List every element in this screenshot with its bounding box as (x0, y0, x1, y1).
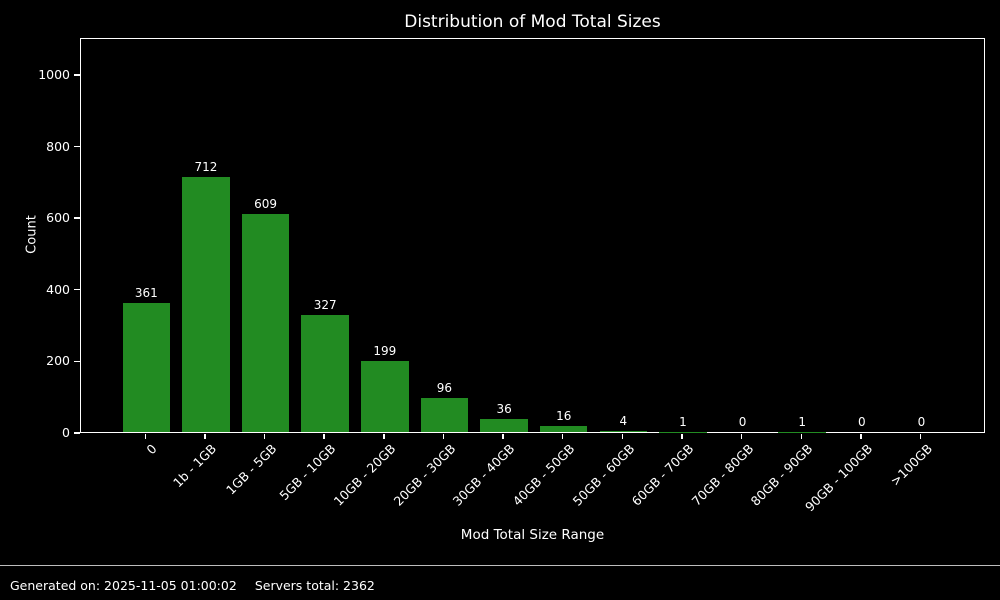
chart-title: Distribution of Mod Total Sizes (404, 12, 661, 32)
bar (241, 213, 290, 432)
y-tick-label: 0 (62, 425, 70, 440)
x-tick-label: 5GB - 10GB (276, 441, 339, 504)
x-tick-mark (263, 434, 266, 439)
x-tick-label: 50GB - 60GB (569, 441, 637, 509)
bar-value-label: 96 (436, 380, 453, 395)
y-tick-mark (74, 432, 80, 434)
x-tick-mark (562, 434, 564, 439)
x-tick-label: 70GB - 80GB (688, 441, 757, 509)
bar-value-label: 4 (619, 413, 628, 428)
x-tick-mark (740, 434, 743, 439)
y-tick-label: 800 (46, 138, 70, 154)
x-tick-label: 1GB - 5GB (222, 441, 280, 498)
x-tick-label: >100GB (887, 441, 936, 489)
bar (420, 397, 469, 432)
x-tick-mark (800, 434, 802, 439)
bar-value-label: 16 (556, 409, 572, 424)
bar (361, 360, 409, 432)
x-tick-mark (144, 434, 146, 439)
x-tick-mark (442, 434, 445, 439)
y-tick-label: 1000 (38, 66, 70, 82)
x-tick-label: 1b - 1GB (170, 441, 220, 491)
y-tick-label: 600 (46, 210, 70, 226)
bar-value-label: 0 (738, 415, 747, 429)
x-tick-mark (860, 434, 862, 439)
x-tick-mark (681, 434, 683, 439)
x-tick-label: 30GB - 40GB (449, 441, 518, 509)
bar-value-label: 1 (798, 414, 807, 429)
x-tick-mark (383, 434, 385, 439)
bar-value-label: 0 (858, 415, 866, 429)
y-tick-mark (74, 217, 80, 219)
y-tick-mark (74, 360, 80, 363)
bar-value-label: 327 (313, 297, 337, 312)
x-tick-mark (621, 434, 624, 439)
bar (599, 430, 648, 432)
x-tick-label: 0 (143, 441, 160, 458)
bar-value-label: 712 (194, 160, 218, 175)
bar (122, 302, 171, 432)
y-tick-label: 200 (46, 353, 70, 369)
bar (480, 419, 528, 432)
bar-value-label: 609 (254, 196, 277, 211)
x-tick-label: 60GB - 70GB (628, 441, 697, 509)
bar-value-label: 199 (373, 343, 397, 358)
bar-value-label: 361 (134, 285, 158, 300)
y-tick-mark (74, 145, 80, 148)
x-tick-label: 20GB - 30GB (390, 441, 459, 509)
bar (301, 314, 349, 432)
generated-on-text: Generated on: 2025-11-05 01:00:02 (10, 578, 237, 593)
servers-total-text: Servers total: 2362 (254, 578, 375, 593)
bar-value-label: 1 (679, 414, 687, 429)
y-tick-mark (74, 289, 80, 291)
y-tick-mark (74, 74, 80, 76)
x-tick-mark (204, 434, 206, 439)
x-tick-label: 10GB - 20GB (330, 441, 399, 509)
bar (539, 426, 588, 432)
x-axis-label: Mod Total Size Range (460, 527, 605, 543)
x-tick-mark (919, 434, 922, 439)
bar-value-label: 36 (496, 402, 512, 417)
bar-value-label: 0 (917, 415, 926, 429)
footer: Generated on: 2025-11-05 01:00:02 Servers… (10, 578, 375, 593)
bar (182, 177, 230, 432)
x-tick-mark (323, 434, 325, 439)
plot-area: 361 712 609 327 199 96 36 16 4 1 0 1 0 0 (80, 38, 985, 433)
x-tick-mark (502, 434, 504, 439)
y-axis-label: Count (24, 215, 40, 254)
y-tick-label: 400 (46, 281, 70, 297)
footer-divider (0, 565, 1000, 566)
x-tick-label: 40GB - 50GB (509, 441, 578, 509)
